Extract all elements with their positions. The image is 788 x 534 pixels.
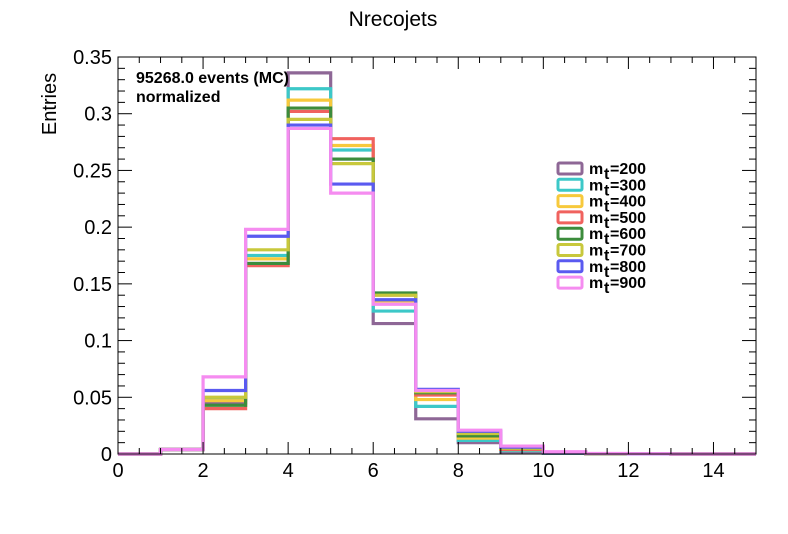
legend-label-sub: t — [604, 264, 610, 281]
legend-label-main: m — [589, 161, 603, 178]
legend-label-main: m — [589, 275, 603, 292]
legend-label-main: m — [589, 226, 603, 243]
series-line-3 — [118, 98, 756, 456]
legend-label-main: m — [589, 259, 603, 276]
y-tick-label: 0 — [101, 444, 112, 466]
y-tick-label: 0.1 — [84, 331, 112, 353]
legend-swatch — [556, 210, 584, 225]
chart-title: Nrecojets — [349, 8, 438, 31]
legend-label-sub: t — [604, 166, 610, 183]
x-tick-label: 6 — [368, 460, 379, 482]
legend-label-value: =800 — [610, 259, 646, 276]
legend-label-main: m — [589, 210, 603, 227]
x-tick-label: 4 — [283, 460, 294, 482]
x-tick-label: 14 — [702, 460, 724, 482]
series-layer — [118, 71, 756, 456]
legend-entry: m t =700 — [556, 243, 646, 265]
legend-swatch — [556, 275, 584, 290]
x-tick-label: 0 — [112, 460, 123, 482]
legend-entry: m t =500 — [556, 210, 646, 232]
legend-swatch — [556, 243, 584, 257]
y-tick-label: 0.25 — [73, 160, 112, 182]
legend-entry: m t =600 — [556, 226, 646, 248]
legend-label-sub: t — [604, 199, 610, 216]
x-tick-label: 12 — [617, 460, 639, 482]
y-tick-label: 0.3 — [84, 104, 112, 126]
legend-swatch — [556, 194, 584, 209]
legend-label-sub: t — [604, 248, 610, 265]
legend-swatch — [556, 226, 584, 241]
legend-entry: m t =900 — [556, 275, 646, 297]
y-tick-label: 0.15 — [73, 274, 112, 296]
legend-label-sub: t — [604, 231, 610, 248]
legend-swatch — [556, 177, 584, 192]
y-tick-label: 0.35 — [73, 47, 112, 69]
legend-label-value: =400 — [610, 194, 646, 211]
legend-label-value: =600 — [610, 226, 646, 243]
y-axis-label: Entries — [39, 73, 61, 135]
x-tick-label: 10 — [532, 460, 554, 482]
legend-label-sub: t — [604, 215, 610, 232]
axis-ticks: 0 2 4 6 8 10 12 14 0 0.05 0.1 0.15 0.2 0.25 0.3 0.35 — [73, 47, 757, 482]
legend-label-sub: t — [604, 182, 610, 199]
legend-label-value: =700 — [610, 243, 646, 260]
normalized-annotation: normalized — [136, 89, 220, 106]
legend-label-main: m — [589, 194, 603, 211]
legend-label-sub: t — [604, 280, 610, 297]
legend-label-main: m — [589, 177, 603, 194]
legend-entry: m t =300 — [556, 177, 646, 199]
legend-entry: m t =200 — [556, 161, 646, 183]
y-tick-label: 0.2 — [84, 217, 112, 239]
legend-label-value: =900 — [610, 275, 646, 292]
legend-label-value: =200 — [610, 161, 646, 178]
legend-label-value: =500 — [610, 210, 646, 227]
events-annotation: 95268.0 events (MC) — [136, 70, 289, 87]
legend-entry: m t =400 — [556, 194, 646, 216]
legend-label-value: =300 — [610, 177, 646, 194]
y-tick-label: 0.05 — [73, 387, 112, 409]
legend-swatch — [556, 259, 584, 274]
legend-entry: m t =800 — [556, 259, 646, 281]
legend-swatch — [556, 161, 584, 176]
x-tick-label: 2 — [198, 460, 209, 482]
legend-label-main: m — [589, 243, 603, 260]
x-tick-label: 8 — [453, 460, 464, 482]
